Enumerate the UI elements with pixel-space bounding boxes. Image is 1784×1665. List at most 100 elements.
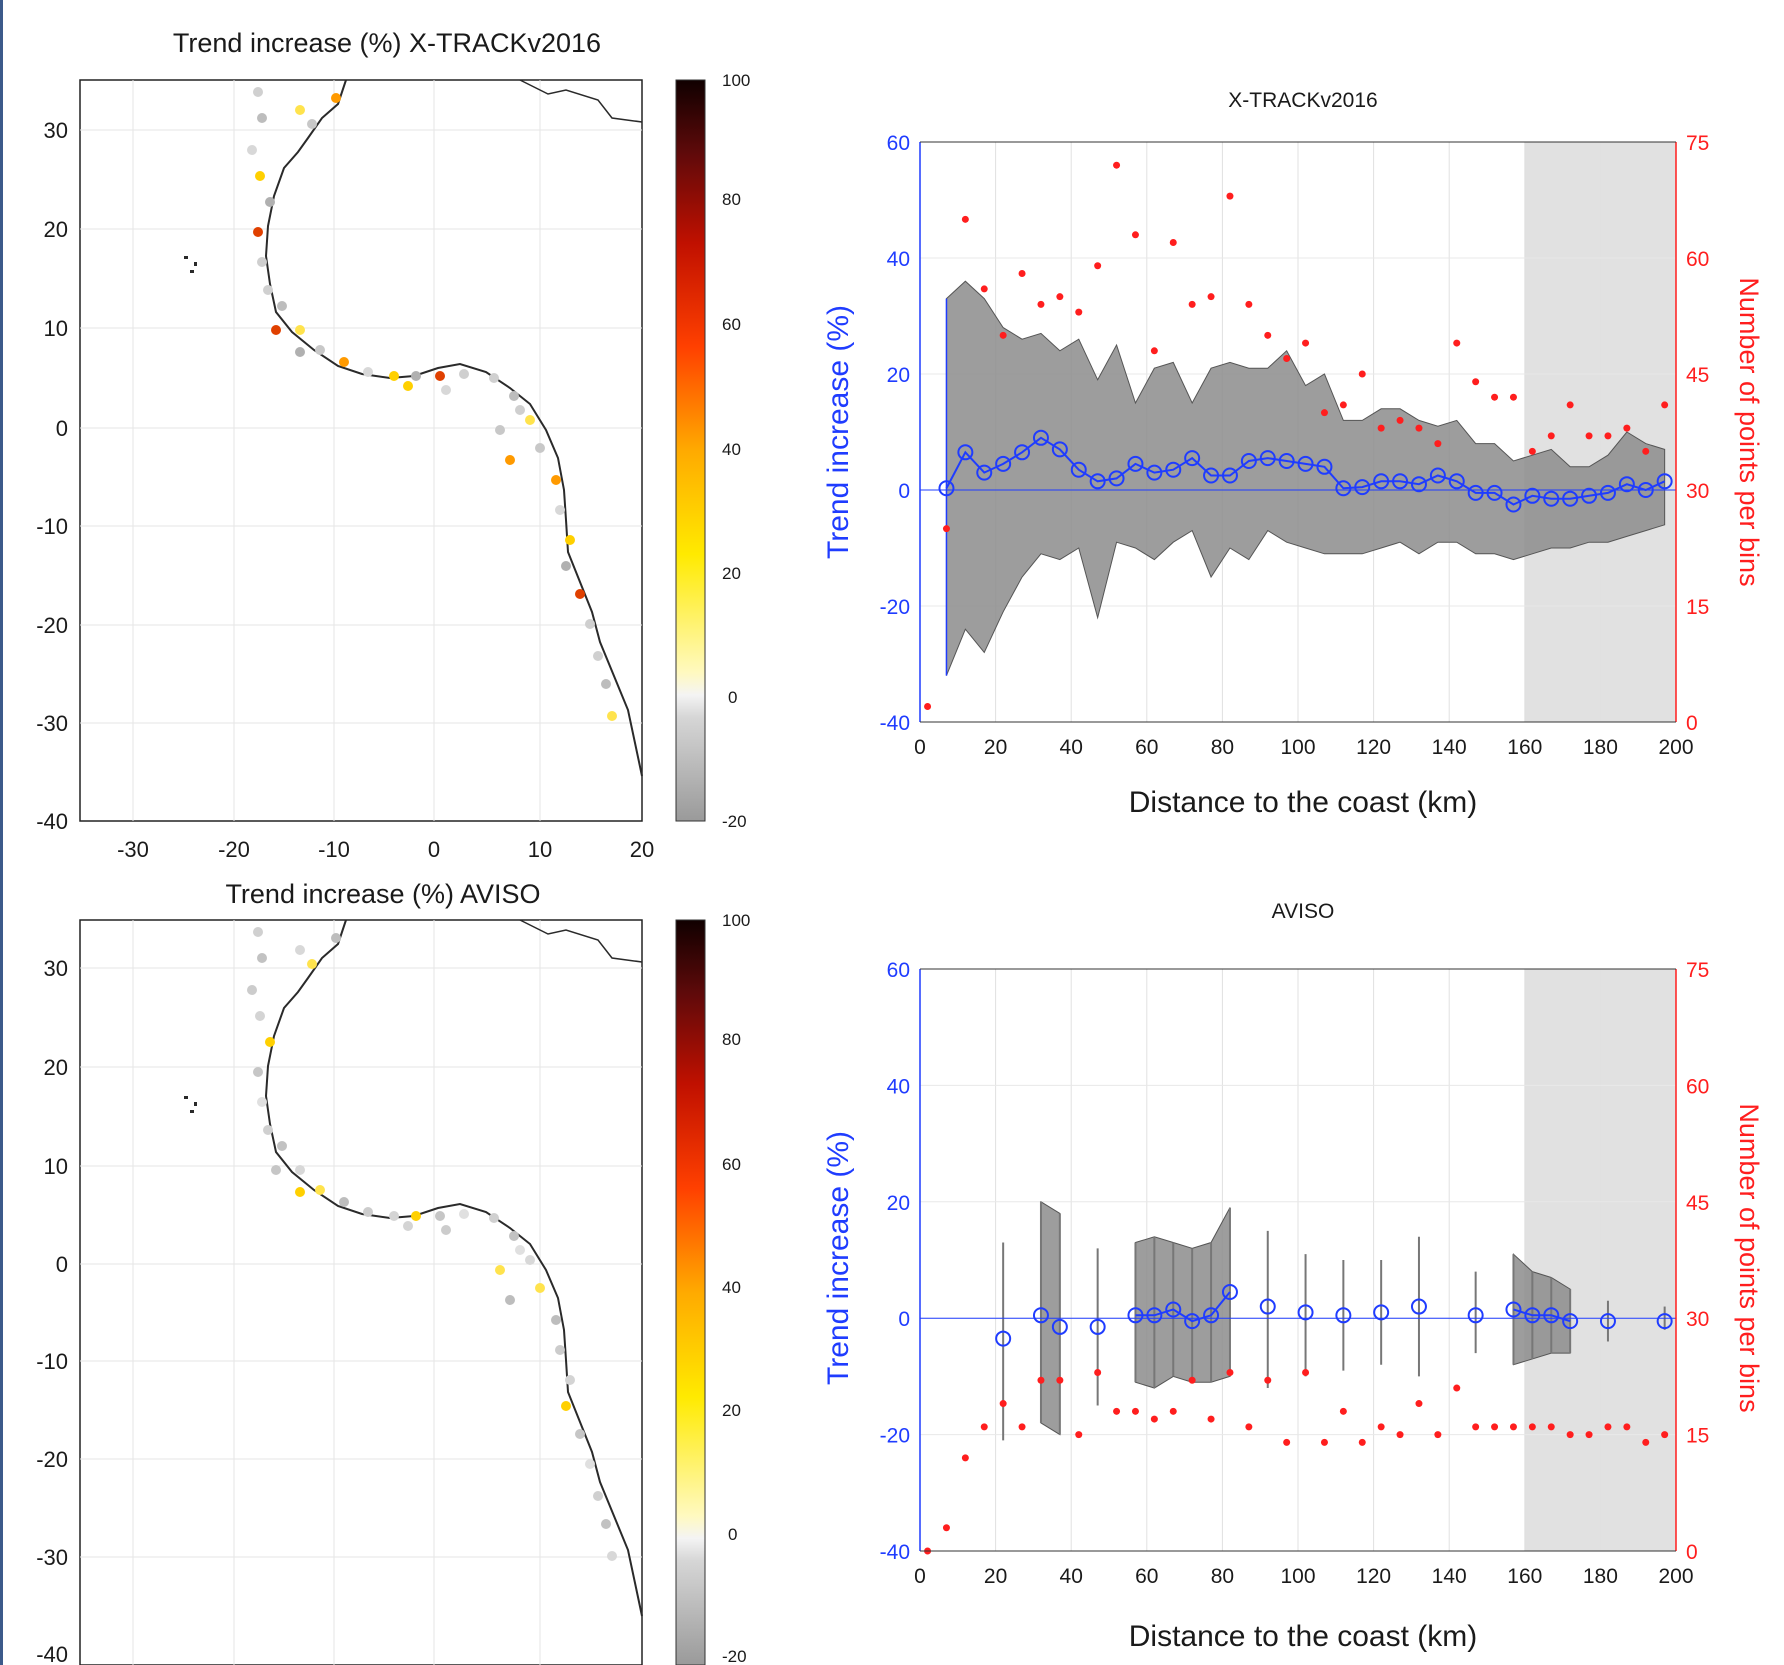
count-point [1226, 1369, 1234, 1377]
map-track-point [295, 945, 305, 955]
map-track-point [525, 415, 535, 425]
count-point [1509, 393, 1517, 401]
y-tick-label: 0 [898, 480, 910, 503]
map-track-point [593, 1491, 603, 1501]
map-track-point [459, 369, 469, 379]
x-tick-label: 140 [1432, 1565, 1467, 1588]
trend-marker [1543, 1307, 1560, 1324]
count-point [1434, 440, 1442, 448]
map2-cb-tick: -20 [722, 1647, 747, 1665]
trend-marker [1146, 464, 1163, 481]
map-track-point [403, 1221, 413, 1231]
count-point [1207, 1415, 1215, 1423]
count-point [1037, 1376, 1045, 1384]
trend-marker [1581, 487, 1598, 504]
map1-xtick: 0 [428, 837, 440, 862]
map-track-point [315, 1185, 325, 1195]
map1-track-points [247, 87, 617, 721]
y-tick-label: -40 [880, 1541, 910, 1564]
map-track-point [331, 933, 341, 943]
x-tick-label: 120 [1356, 736, 1391, 759]
map-track-point [575, 1429, 585, 1439]
map1-cb-tick: 60 [722, 315, 741, 334]
trend-marker [1543, 490, 1560, 507]
y2-tick-label: 60 [1686, 1075, 1709, 1098]
map1-xtick: 10 [528, 837, 552, 862]
map1-ytick: -40 [36, 809, 68, 834]
map2-cb-tick: 60 [722, 1155, 741, 1174]
map1-ytick: 20 [44, 217, 68, 242]
x-tick-label: 160 [1507, 736, 1542, 759]
map-track-point [509, 391, 519, 401]
count-point [1264, 331, 1272, 339]
map-track-point [435, 371, 445, 381]
map-track-point [339, 357, 349, 367]
count-point [1264, 1376, 1272, 1384]
count-point [1283, 355, 1291, 363]
count-point [1150, 1415, 1158, 1423]
map-track-point [495, 1265, 505, 1275]
x-tick-label: 100 [1280, 1565, 1315, 1588]
map-track-point [247, 145, 257, 155]
trend-marker [1165, 1301, 1182, 1318]
left-edge-bar [0, 0, 3, 1665]
count-point [980, 1423, 988, 1431]
count-point [1226, 192, 1234, 200]
y2-tick-label: 15 [1686, 596, 1709, 619]
y-tick-label: 20 [887, 1192, 910, 1215]
trend-marker [995, 455, 1012, 472]
count-point [1056, 1376, 1064, 1384]
chart1-y2label: Number of points per bins [1734, 277, 1764, 586]
trend-marker [1524, 1307, 1541, 1324]
trend-marker [1221, 1284, 1238, 1301]
y-tick-label: 60 [887, 959, 910, 982]
map-track-point [295, 325, 305, 335]
map-track-point [441, 385, 451, 395]
chart2-trend-line [1135, 1291, 1571, 1323]
map-track-point [565, 535, 575, 545]
trend-marker [1354, 479, 1371, 496]
trend-marker [1618, 476, 1635, 493]
chart1-trend-markers [938, 429, 1673, 513]
y-tick-label: 40 [887, 248, 910, 271]
map-track-point [555, 505, 565, 515]
map-track-point [295, 1187, 305, 1197]
count-point [1320, 1438, 1328, 1446]
trend-marker [1184, 1313, 1201, 1330]
count-point [1188, 1376, 1196, 1384]
map-track-point [257, 257, 267, 267]
map-track-point [535, 1283, 545, 1293]
map-track-point [551, 475, 561, 485]
count-point [1623, 1423, 1631, 1431]
map-track-point [565, 1375, 575, 1385]
count-point [1131, 231, 1139, 239]
count-point [1245, 1423, 1253, 1431]
map2-ytick: 10 [44, 1154, 68, 1179]
count-point [1245, 300, 1253, 308]
trend-marker [976, 464, 993, 481]
count-point [1150, 347, 1158, 355]
count-point [980, 285, 988, 293]
map-track-point [607, 1551, 617, 1561]
map1-ytick: -20 [36, 613, 68, 638]
trend-marker [1165, 461, 1182, 478]
map2-ytick: 30 [44, 956, 68, 981]
map1-ytick: -10 [36, 514, 68, 539]
map1-ytick: 10 [44, 316, 68, 341]
count-point [1377, 1423, 1385, 1431]
count-point [1396, 416, 1404, 424]
trend-marker [1410, 476, 1427, 493]
y2-tick-label: 30 [1686, 1308, 1709, 1331]
chart1-axes [919, 141, 1677, 723]
map2-colorbar [675, 919, 706, 1665]
trend-marker [1335, 480, 1352, 497]
y2-tick-label: 45 [1686, 1192, 1709, 1215]
chart2-count-points [924, 1369, 1669, 1555]
trend-marker [1656, 1313, 1673, 1330]
count-point [1415, 424, 1423, 432]
count-point [1434, 1431, 1442, 1439]
map-track-point [389, 1211, 399, 1221]
count-point [1358, 370, 1366, 378]
map2-frame [79, 919, 643, 1665]
count-point [1415, 1400, 1423, 1408]
